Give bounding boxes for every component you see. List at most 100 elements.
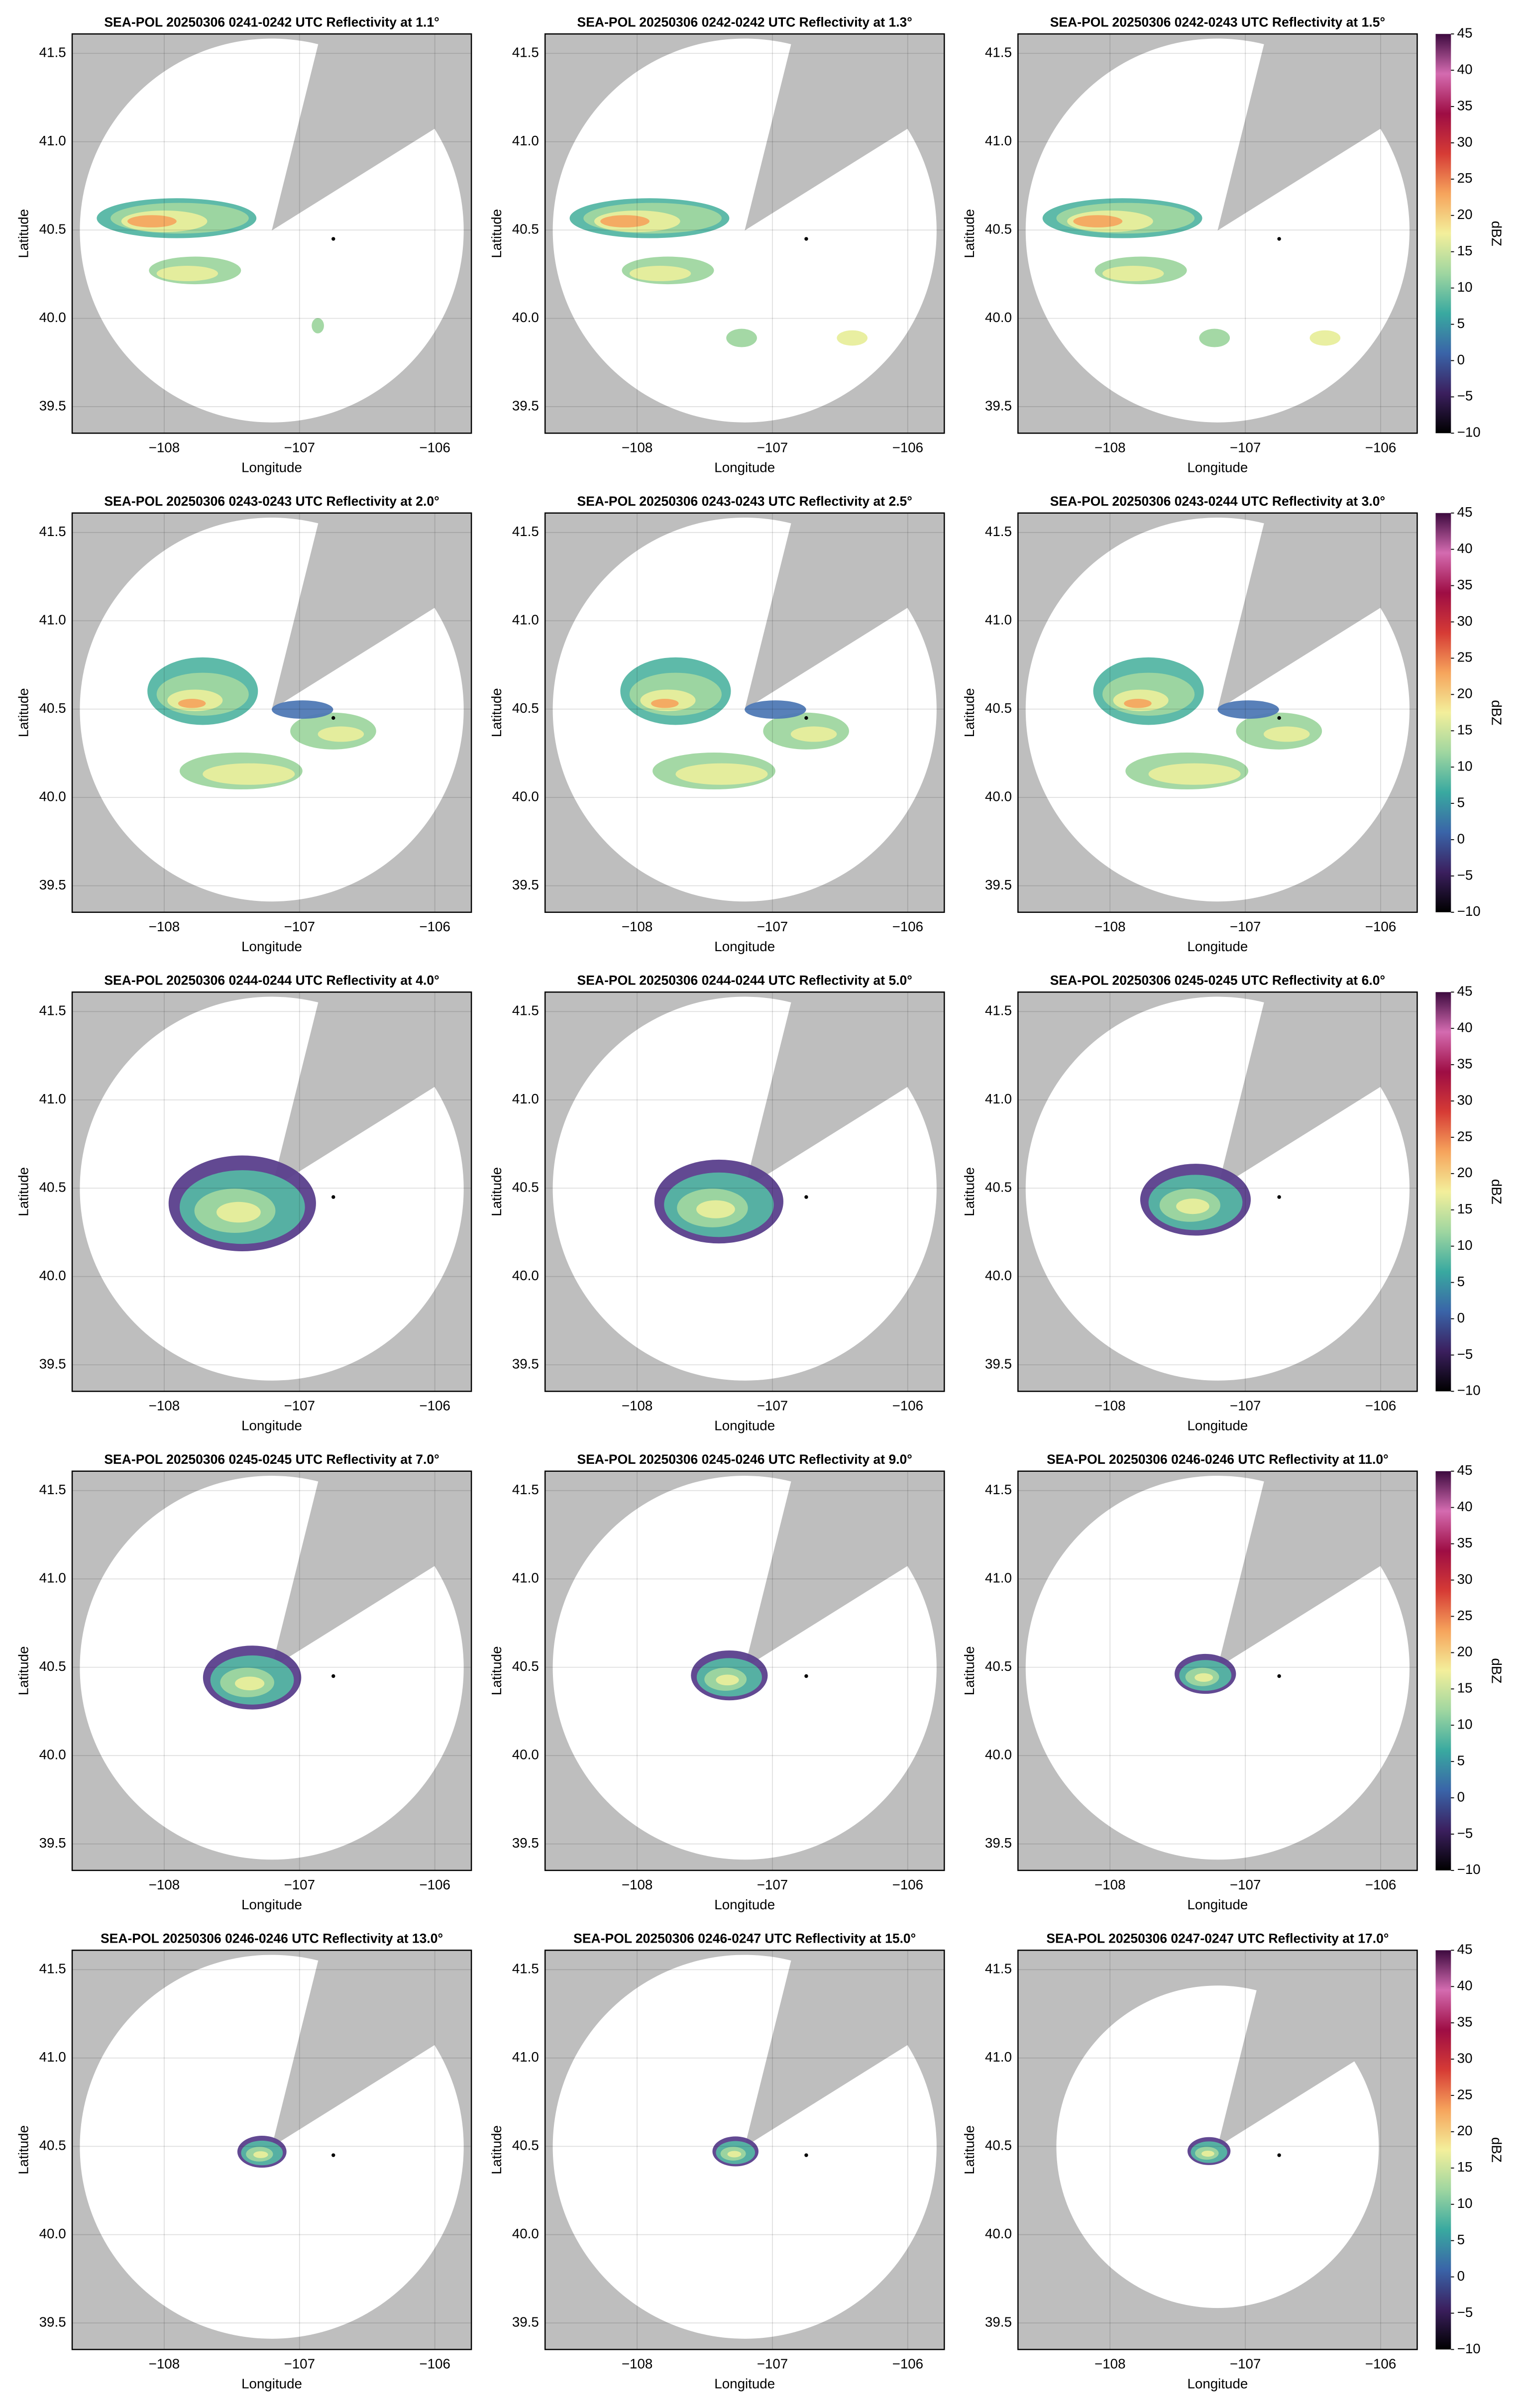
x-tick-label: −108 <box>149 439 180 455</box>
y-tick-label: 41.5 <box>985 45 1012 60</box>
colorbar-tick-label: 30 <box>1457 2050 1473 2066</box>
radar-site <box>331 716 335 720</box>
y-tick-label: 41.0 <box>985 1091 1012 1106</box>
y-axis-label: Latitude <box>489 1167 504 1216</box>
x-axis-label: Longitude <box>714 460 775 475</box>
colorbar-tick-label: 40 <box>1457 541 1473 556</box>
y-axis-label: Latitude <box>489 1646 504 1695</box>
panel-title: SEA-POL 20250306 0243-0243 UTC Reflectiv… <box>577 494 912 509</box>
y-tick-label: 39.5 <box>39 398 66 413</box>
y-tick-label: 40.5 <box>512 700 539 716</box>
echo <box>318 726 364 742</box>
radar-site <box>1277 716 1281 720</box>
colorbar-tick-label: 0 <box>1457 352 1465 367</box>
radar-site <box>1277 1674 1281 1678</box>
panel: −108 −107 −106 39.5 40.0 40.5 41.0 41.5 SEA-POL … <box>489 1931 945 2392</box>
x-tick-label: −107 <box>757 439 788 455</box>
y-tick-label: 40.0 <box>39 2226 66 2241</box>
panel: −108 −107 −106 39.5 40.0 40.5 41.0 41.5 SEA-POL … <box>16 973 472 1433</box>
y-tick-label: 39.5 <box>39 877 66 892</box>
y-axis-label: Latitude <box>962 1646 977 1695</box>
colorbar-tick-label: 5 <box>1457 2232 1465 2247</box>
x-tick-label: −108 <box>622 1877 653 1892</box>
y-tick-label: 40.5 <box>512 1180 539 1195</box>
x-tick-label: −106 <box>419 1398 450 1414</box>
panel-title: SEA-POL 20250306 0243-0244 UTC Reflectiv… <box>1050 494 1385 509</box>
colorbar-label: dBZ <box>1489 2137 1504 2163</box>
y-tick-label: 39.5 <box>512 2314 539 2330</box>
panel: −108 −107 −106 39.5 40.0 40.5 41.0 41.5 SEA-POL … <box>962 15 1504 475</box>
colorbar-tick-label: 40 <box>1457 1020 1473 1035</box>
echo <box>272 700 333 719</box>
y-tick-label: 40.5 <box>512 2138 539 2153</box>
x-tick-label: −107 <box>757 1877 788 1892</box>
y-tick-label: 41.0 <box>985 612 1012 628</box>
echo <box>1124 699 1152 708</box>
axes-frame <box>544 991 945 1392</box>
y-axis-label: Latitude <box>16 2125 31 2175</box>
y-tick-label: 40.5 <box>985 221 1012 236</box>
panel-title: SEA-POL 20250306 0242-0242 UTC Reflectiv… <box>577 15 912 30</box>
colorbar-tick-label: 5 <box>1457 1752 1465 1768</box>
y-tick-label: 41.5 <box>39 524 66 539</box>
y-tick-label: 39.5 <box>512 398 539 413</box>
y-tick-label: 40.0 <box>512 2226 539 2241</box>
y-tick-label: 40.0 <box>39 1268 66 1283</box>
radar-site <box>804 716 808 720</box>
x-tick-label: −107 <box>284 1877 316 1892</box>
echo <box>629 266 691 281</box>
y-tick-label: 40.5 <box>985 1658 1012 1674</box>
echo <box>1199 328 1230 347</box>
colorbar-tick-label: 10 <box>1457 1237 1473 1253</box>
colorbar <box>1435 1950 1451 2350</box>
x-axis-label: Longitude <box>714 1418 775 1433</box>
x-tick-label: −106 <box>419 1877 450 1892</box>
colorbar-tick-label: 5 <box>1457 794 1465 810</box>
colorbar-tick-label: 15 <box>1457 2159 1473 2175</box>
echo <box>651 699 679 708</box>
radar-site <box>1277 237 1281 241</box>
x-axis-label: Longitude <box>241 2376 302 2392</box>
axes-frame <box>1017 1950 1418 2350</box>
colorbar-tick-label: 0 <box>1457 1310 1465 1325</box>
y-tick-label: 41.0 <box>39 1091 66 1106</box>
y-tick-label: 40.0 <box>985 310 1012 325</box>
panel: −108 −107 −106 39.5 40.0 40.5 41.0 41.5 SEA-POL … <box>16 15 472 475</box>
colorbar-label: dBZ <box>1489 1658 1504 1683</box>
y-tick-label: 40.5 <box>39 1658 66 1674</box>
y-axis-label: Latitude <box>16 209 31 258</box>
colorbar <box>1435 34 1451 434</box>
y-tick-label: 40.0 <box>512 310 539 325</box>
y-tick-label: 41.5 <box>39 1482 66 1497</box>
y-tick-label: 40.0 <box>39 788 66 804</box>
colorbar-tick-label: 25 <box>1457 170 1473 186</box>
x-tick-label: −108 <box>622 1398 653 1414</box>
x-tick-label: −107 <box>757 919 788 934</box>
x-tick-label: −106 <box>892 2356 924 2372</box>
colorbar-tick-label: 35 <box>1457 1056 1473 1071</box>
panel-title: SEA-POL 20250306 0247-0247 UTC Reflectiv… <box>1046 1931 1389 1946</box>
x-tick-label: −106 <box>1365 1398 1397 1414</box>
echo <box>1263 726 1310 742</box>
y-tick-label: 41.5 <box>985 524 1012 539</box>
colorbar-tick-label: 15 <box>1457 722 1473 738</box>
panel: −108 −107 −106 39.5 40.0 40.5 41.0 41.5 SEA-POL … <box>489 973 945 1433</box>
panel-title: SEA-POL 20250306 0246-0246 UTC Reflectiv… <box>101 1931 443 1946</box>
y-tick-label: 39.5 <box>985 877 1012 892</box>
x-axis-label: Longitude <box>241 1897 302 1912</box>
y-tick-label: 39.5 <box>512 1356 539 1371</box>
radar-site <box>804 1195 808 1199</box>
x-tick-label: −106 <box>419 919 450 934</box>
x-axis-label: Longitude <box>1187 1418 1248 1433</box>
x-axis-label: Longitude <box>714 2376 775 2392</box>
panel: −108 −107 −106 39.5 40.0 40.5 41.0 41.5 SEA-POL … <box>962 494 1504 954</box>
radar-coverage <box>80 517 464 902</box>
radar-site <box>331 237 335 241</box>
axes-frame <box>544 33 945 434</box>
y-axis-label: Latitude <box>489 2125 504 2175</box>
x-tick-label: −106 <box>892 439 924 455</box>
y-tick-label: 39.5 <box>39 1835 66 1851</box>
echo <box>727 2151 742 2158</box>
y-tick-label: 40.0 <box>39 1747 66 1762</box>
axes-frame <box>544 1470 945 1871</box>
